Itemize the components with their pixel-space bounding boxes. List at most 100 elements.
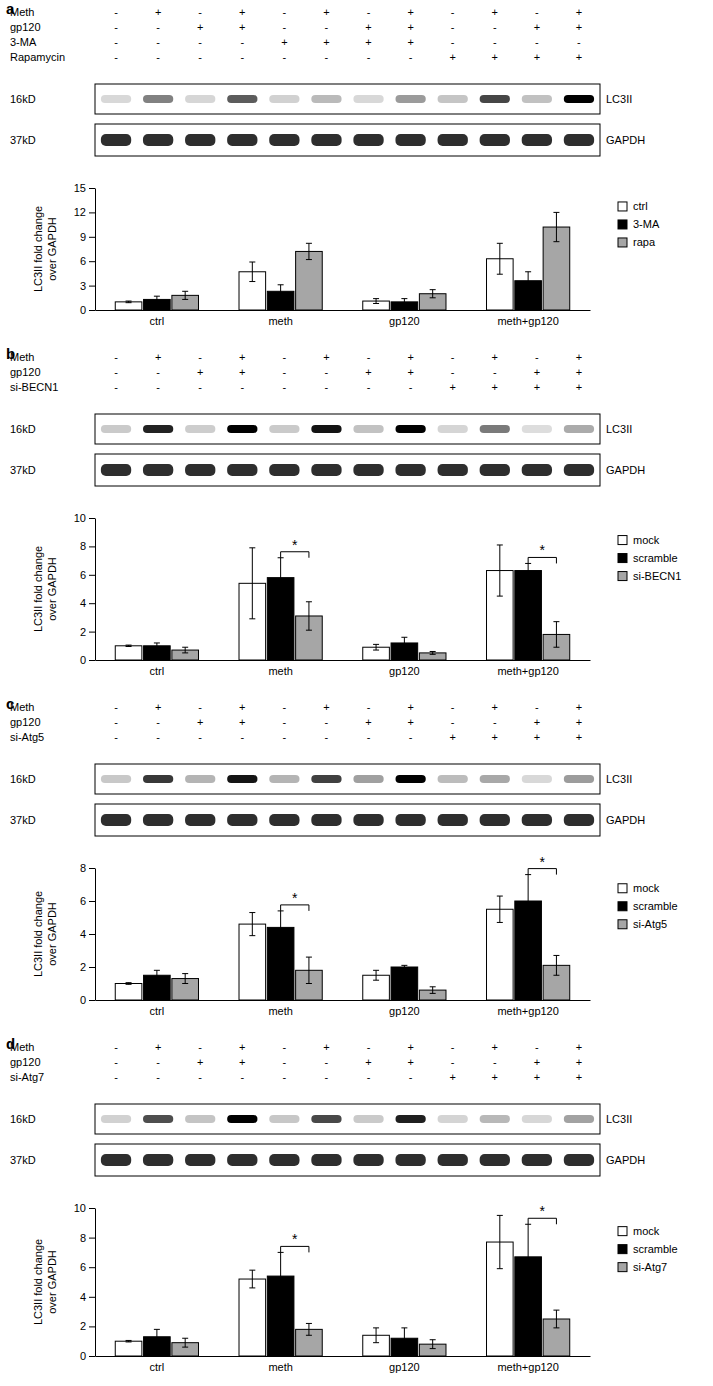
legend-label: scramble — [633, 1243, 678, 1255]
legend-label: rapa — [633, 236, 656, 248]
error-bar — [430, 1340, 436, 1349]
error-bar — [553, 622, 559, 648]
condition-label: gp120 — [10, 366, 41, 378]
condition-mark: + — [239, 6, 245, 18]
condition-mark: + — [492, 381, 498, 393]
condition-mark: - — [283, 1071, 287, 1083]
tick-mark — [89, 188, 95, 189]
legend-label: mock — [633, 534, 660, 546]
condition-mark: - — [114, 351, 118, 363]
condition-mark: - — [409, 731, 413, 743]
tick: meth — [268, 1000, 292, 1017]
condition-label: si-Atg5 — [10, 731, 44, 743]
condition-mark: + — [239, 1056, 245, 1068]
blot-band — [143, 1115, 173, 1123]
condition-mark: + — [197, 21, 203, 33]
blot-band — [101, 1115, 131, 1123]
error-bar — [430, 651, 436, 654]
loading-band — [353, 134, 383, 146]
blot-protein: LC3II — [606, 773, 632, 785]
condition-mark: + — [576, 731, 582, 743]
legend: mockscramblesi-Atg5 — [618, 882, 678, 930]
condition-mark: - — [535, 701, 539, 713]
tick-label: 3 — [80, 280, 86, 292]
condition-mark: + — [492, 1071, 498, 1083]
tick-label: gp120 — [389, 665, 420, 677]
blot-band — [143, 425, 173, 433]
error-bar — [278, 558, 284, 598]
tick-label: ctrl — [150, 665, 165, 677]
condition-mark: + — [407, 21, 413, 33]
axis-line — [96, 1000, 591, 1001]
condition-mark: + — [534, 381, 540, 393]
condition-mark: - — [325, 381, 329, 393]
blot-band — [101, 425, 131, 433]
error-bar — [497, 896, 503, 922]
tick-label: 8 — [80, 540, 86, 552]
condition-mark: - — [493, 36, 497, 48]
blot-frame — [95, 454, 600, 486]
condition-mark: - — [409, 381, 413, 393]
error-bar — [249, 548, 255, 619]
tick: 8 — [80, 540, 95, 552]
y-axis-title-line: LC3II fold change — [32, 1239, 44, 1325]
condition-mark: + — [492, 51, 498, 63]
condition-mark: + — [534, 1071, 540, 1083]
legend-label: si-Atg5 — [633, 918, 667, 930]
loading-band — [522, 464, 552, 476]
panel: bMeth-+-+-+-+-+-+gp120--++--++--++si-BEC… — [6, 345, 681, 677]
condition-mark: - — [535, 36, 539, 48]
blot-band — [269, 775, 299, 783]
condition-mark: + — [576, 366, 582, 378]
loading-band — [185, 1154, 215, 1166]
condition-mark: - — [367, 6, 371, 18]
blot-band — [143, 775, 173, 783]
tick-label: meth — [268, 315, 292, 327]
blot-size: 37kD — [10, 1154, 36, 1166]
loading-band — [143, 814, 173, 826]
blot-protein: GAPDH — [606, 464, 645, 476]
condition-mark: - — [577, 36, 581, 48]
tick-mark — [89, 286, 95, 287]
tick-mark — [89, 967, 95, 968]
error-bar — [249, 913, 255, 936]
blot-band — [353, 775, 383, 783]
tick-mark — [89, 1208, 95, 1209]
blot-band — [480, 95, 510, 103]
tick-label: gp120 — [389, 1361, 420, 1373]
bar — [515, 571, 542, 660]
blot-band — [395, 775, 425, 783]
condition-mark: - — [367, 51, 371, 63]
tick-mark — [89, 868, 95, 869]
condition-mark: - — [114, 381, 118, 393]
condition-mark: - — [114, 51, 118, 63]
blot-size: 37kD — [10, 464, 36, 476]
condition-mark: + — [407, 1056, 413, 1068]
condition-mark: - — [156, 366, 160, 378]
condition-mark: - — [451, 701, 455, 713]
condition-mark: - — [156, 36, 160, 48]
blot-band — [522, 775, 552, 783]
condition-mark: + — [576, 21, 582, 33]
condition-mark: - — [493, 716, 497, 728]
condition-mark: + — [576, 351, 582, 363]
tick-label: 8 — [80, 1232, 86, 1244]
tick: 12 — [74, 206, 95, 218]
loading-band — [185, 814, 215, 826]
blot-band — [311, 1115, 341, 1123]
tick: 0 — [80, 654, 95, 666]
condition-mark: - — [114, 701, 118, 713]
loading-band — [395, 134, 425, 146]
condition-mark: + — [407, 351, 413, 363]
condition-label: Meth — [10, 6, 34, 18]
legend-swatch — [618, 920, 627, 929]
loading-band — [438, 1154, 468, 1166]
condition-mark: + — [534, 1056, 540, 1068]
condition-mark: - — [325, 51, 329, 63]
blot-band — [101, 95, 131, 103]
tick-label: meth+gp120 — [497, 1361, 558, 1373]
tick: 2 — [80, 626, 95, 638]
condition-mark: - — [240, 381, 244, 393]
condition-mark: - — [409, 51, 413, 63]
significance-label: * — [292, 1231, 298, 1247]
